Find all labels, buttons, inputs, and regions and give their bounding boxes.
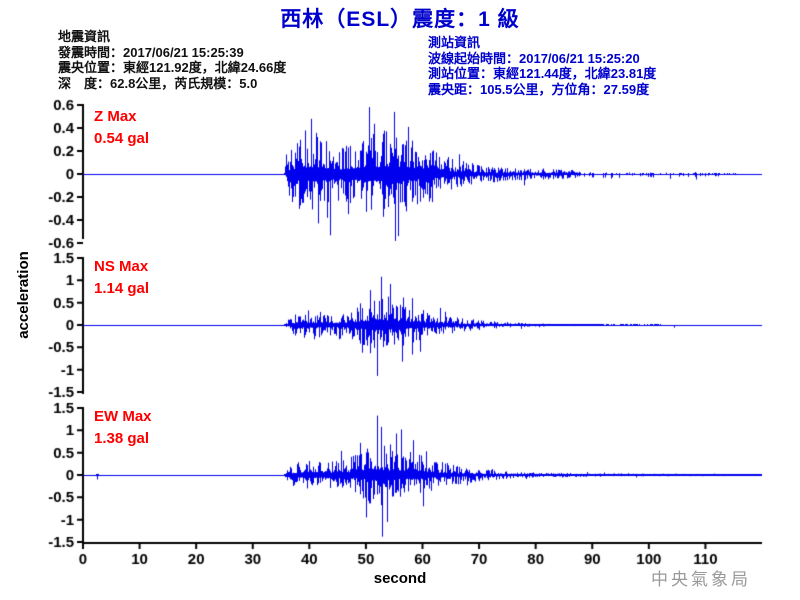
earthquake-origin-time: 發震時間：2017/06/21 15:25:39 [58, 44, 244, 60]
y-axis-title: acceleration [15, 251, 32, 339]
channel-ns-max-value: 1.14 gal [94, 280, 150, 297]
channel-z-max-label: Z Max 0.54 gal [94, 106, 149, 150]
page-title: 西林（ESL）震度：1 級 [280, 8, 520, 31]
earthquake-info-heading: 地震資訊 [58, 29, 111, 44]
channel-ns-name: NS Max [94, 258, 149, 275]
station-info-block: 測站資訊 波線起始時間：2017/06/21 15:25:20 測站位置：東經1… [428, 35, 656, 97]
station-record-start-time: 波線起始時間：2017/06/21 15:25:20 [428, 50, 640, 66]
channel-ew-name: EW Max [94, 408, 152, 425]
station-distance-azimuth: 震央距：105.5公里，方位角：27.59度 [428, 81, 650, 97]
channel-ew-max-label: EW Max 1.38 gal [94, 406, 152, 450]
channel-z-max-value: 0.54 gal [94, 130, 150, 147]
earthquake-info-block: 地震資訊 發震時間：2017/06/21 15:25:39 震央位置：東經121… [58, 29, 286, 91]
x-axis-title: second [373, 570, 427, 587]
channel-ns-max-label: NS Max 1.14 gal [94, 256, 149, 300]
earthquake-depth-magnitude: 深 度：62.8公里，芮氏規模：5.0 [58, 75, 258, 91]
watermark: 中央氣象局 [651, 570, 751, 589]
station-info-heading: 測站資訊 [428, 35, 481, 50]
channel-ew-max-value: 1.38 gal [94, 430, 150, 447]
channel-z-name: Z Max [94, 108, 137, 125]
station-location: 測站位置：東經121.44度，北緯23.81度 [428, 66, 657, 81]
earthquake-epicenter: 震央位置：東經121.92度，北緯24.66度 [58, 60, 287, 75]
